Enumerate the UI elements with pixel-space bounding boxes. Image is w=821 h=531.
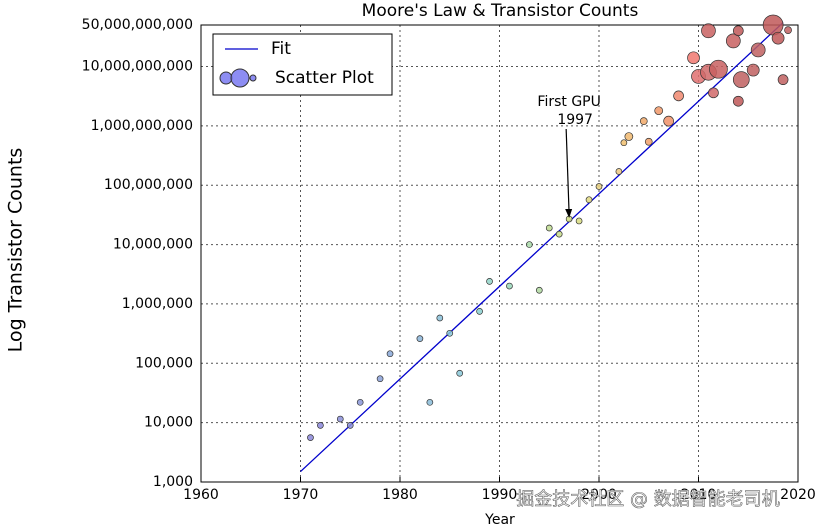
- y-tick-label: 10,000: [144, 415, 193, 431]
- scatter-point: [620, 139, 628, 147]
- scatter-point: [317, 422, 324, 429]
- y-tick-label: 1,000: [153, 474, 193, 490]
- annotation-arrow: [565, 128, 570, 215]
- y-tick-label: 100,000: [135, 355, 193, 371]
- legend-swatch: [219, 71, 233, 85]
- legend-label: Scatter Plot: [275, 68, 374, 88]
- y-tick-label: 10,000,000,000: [82, 58, 193, 74]
- scatter-point: [336, 415, 344, 423]
- fit-line: [300, 22, 784, 473]
- scatter-point: [732, 25, 744, 37]
- scatter-point: [746, 63, 760, 77]
- x-tick-label: 1990: [482, 487, 518, 503]
- scatter-point: [624, 132, 634, 141]
- scatter-point: [416, 335, 424, 343]
- scatter-point: [356, 398, 364, 406]
- scatter-point: [446, 329, 454, 337]
- y-tick-label: 10,000,000: [113, 237, 193, 253]
- scatter-point: [525, 241, 533, 248]
- legend-swatch: [249, 74, 257, 82]
- legend-swatch: [230, 68, 250, 88]
- scatter-point: [762, 14, 784, 36]
- scatter-point: [436, 314, 444, 322]
- scatter-point: [644, 137, 653, 146]
- y-tick-label: 100,000,000: [104, 177, 193, 193]
- scatter-point: [506, 282, 513, 290]
- scatter-point: [545, 224, 553, 232]
- scatter-point: [555, 230, 563, 238]
- scatter-point: [732, 71, 750, 89]
- scatter-point: [595, 183, 603, 190]
- scatter-point: [784, 26, 792, 34]
- scatter-point: [673, 90, 684, 102]
- scatter-point: [771, 31, 785, 45]
- scatter-point: [426, 398, 434, 406]
- chart-title: Moore's Law & Transistor Counts: [362, 1, 639, 21]
- x-tick-label: 2010: [681, 487, 717, 503]
- x-tick-label: 2020: [780, 487, 816, 503]
- y-tick-label: 1,000,000: [122, 296, 193, 312]
- x-tick-label: 1980: [382, 487, 418, 503]
- scatter-point: [732, 95, 744, 107]
- scatter-point: [615, 168, 623, 175]
- x-tick-label: 1960: [183, 487, 219, 503]
- scatter-point: [639, 117, 648, 125]
- scatter-point: [654, 106, 664, 116]
- y-tick-label: 1,000,000,000: [91, 118, 193, 134]
- scatter-point: [708, 87, 719, 99]
- scatter-point: [663, 115, 675, 127]
- annotation-arrowhead: [565, 208, 573, 218]
- scatter-point: [701, 23, 716, 39]
- scatter-point: [476, 307, 483, 315]
- annotation-text: 1997: [557, 112, 593, 128]
- scatter-point: [777, 74, 789, 86]
- annotation-text: First GPU: [537, 94, 600, 110]
- scatter-point: [456, 369, 464, 377]
- scatter-point: [750, 42, 766, 58]
- scatter-point: [376, 375, 384, 383]
- x-tick-label: 1970: [283, 487, 319, 503]
- y-axis-label: Log Transistor Counts: [5, 148, 27, 353]
- watermark: 掘金技术社区 @ 数据智能老司机: [516, 489, 779, 510]
- scatter-point: [585, 196, 593, 204]
- scatter-point: [709, 59, 728, 79]
- x-tick-label: 2000: [581, 487, 617, 503]
- scatter-point: [307, 434, 314, 441]
- x-axis-label: Year: [484, 512, 515, 528]
- legend-label: Fit: [271, 39, 291, 59]
- scatter-point: [346, 422, 354, 429]
- scatter-point: [687, 51, 700, 65]
- scatter-point: [535, 286, 543, 294]
- scatter-point: [386, 350, 394, 358]
- scatter-point: [575, 217, 583, 225]
- y-tick-label: 50,000,000,000: [82, 17, 193, 33]
- scatter-point: [725, 33, 741, 49]
- scatter-point: [486, 278, 493, 285]
- plot-frame: [200, 24, 799, 483]
